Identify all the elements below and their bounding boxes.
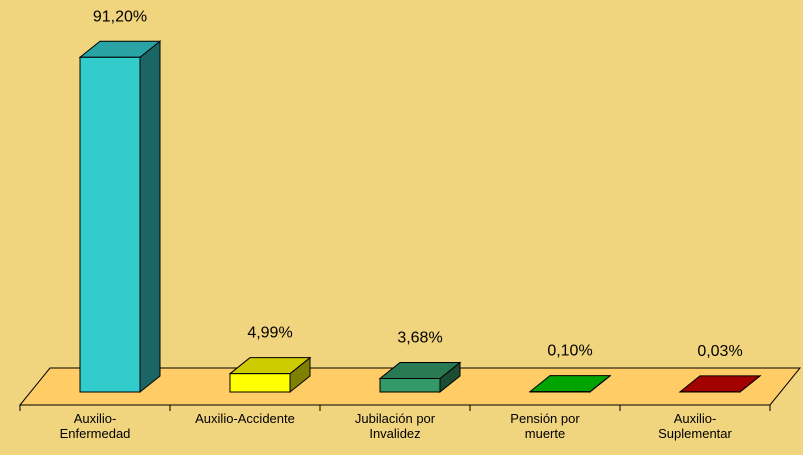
value-label: 91,20% — [93, 8, 147, 25]
value-label: 3,68% — [397, 329, 442, 346]
value-label: 0,10% — [547, 343, 592, 360]
value-label: 0,03% — [697, 343, 742, 360]
bar — [229, 373, 291, 393]
bar-side — [139, 40, 161, 394]
x-tick-label: Auxilio-Accidente — [195, 411, 295, 426]
x-tick-label: Auxilio-Enfermedad — [59, 411, 131, 441]
value-label: 4,99% — [247, 325, 292, 342]
bar — [79, 56, 141, 393]
x-tick-label: Auxilio-Suplementar — [658, 411, 732, 441]
bar — [379, 377, 441, 393]
x-tick-label: Jubilación por Invalidez — [354, 411, 436, 441]
x-tick-label: Pensión por muerte — [510, 411, 580, 441]
